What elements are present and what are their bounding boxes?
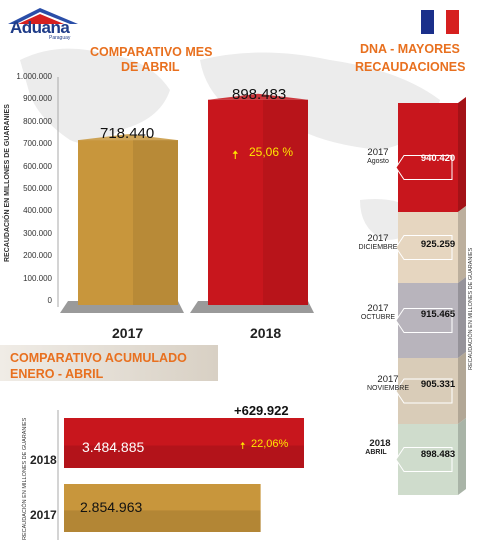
- y-tick-label: 800.000: [23, 116, 52, 126]
- rank4-value: 905.331: [420, 379, 456, 390]
- rank2-year: 2017: [367, 233, 389, 244]
- flag-stripe-white: [433, 10, 447, 34]
- monthly-title-line2: DE ABRIL: [121, 60, 180, 74]
- logo-text: Aduana: [10, 18, 70, 37]
- rank2-month: DICIEMBRE: [358, 244, 398, 251]
- cumulative-title-line1: COMPARATIVO ACUMULADO: [10, 351, 187, 365]
- flag-stripe-red: [446, 10, 460, 34]
- y-tick-label: 500.000: [23, 184, 52, 193]
- cum-bar-2018: [64, 418, 304, 468]
- rank-segment-shade: [458, 97, 466, 212]
- ranking-title-line1: DNA - MAYORES: [360, 42, 460, 56]
- cum-bar-shade: [64, 510, 261, 532]
- rank2-value: 925.259: [420, 239, 456, 250]
- y-tick-label: 600.000: [23, 161, 52, 171]
- rank-value-tab: [395, 378, 453, 404]
- flag-icon: [421, 10, 460, 34]
- cum-category-2018: 2018: [30, 453, 57, 467]
- y-tick-label: 900.000: [23, 94, 52, 104]
- cumulative-change-percent: 22,06%: [251, 438, 289, 450]
- rank5-month: ABRIL: [365, 449, 387, 456]
- cum-bar-shade: [64, 445, 304, 468]
- cumulative-title-band: [0, 345, 218, 381]
- up-arrow-icon: 🠅: [232, 148, 239, 162]
- rank-value-tab: [395, 155, 453, 180]
- rank-segment-side: [458, 418, 466, 495]
- cum-category-2017: 2017: [30, 508, 57, 522]
- rank4-month: NOVIEMBRE: [366, 385, 409, 392]
- rank1-value: 940.420: [420, 153, 456, 164]
- flag-stripe-blue: [421, 10, 434, 34]
- bar-2017: [78, 140, 178, 305]
- monthly-change-percent: 25,06 %: [249, 145, 294, 159]
- y-tick-label: 1.000.000: [16, 72, 52, 81]
- rank1-month: Agosto: [367, 158, 389, 165]
- y-tick-label: 300.000: [23, 228, 52, 238]
- cumulative-title-line2: ENERO - ABRIL: [10, 367, 104, 381]
- ranking-y-axis-label: RECAUDACIÓN EN MILLONES DE GUARANIES: [468, 247, 474, 370]
- rank-value-tab: [395, 447, 453, 472]
- rank-segment-side: [458, 352, 466, 424]
- rank3-year: 2017: [367, 303, 389, 314]
- rank-segment-shade: [458, 352, 466, 424]
- logo-subtext: Paraguay: [49, 35, 71, 41]
- bar-shade: [133, 140, 178, 305]
- cum-2018-value: 3.484.885: [82, 439, 145, 455]
- category-2018: 2018: [250, 325, 282, 341]
- bar-cap: [208, 93, 308, 100]
- rank5-value: 898.483: [420, 449, 456, 460]
- rank-value-tab: [395, 308, 453, 333]
- cumulative-difference: +629.922: [234, 403, 289, 418]
- aduana-logo: [4, 6, 82, 40]
- rank3-value: 915.465: [420, 309, 456, 320]
- y-tick-label: 400.000: [23, 206, 52, 216]
- bar-2018-value: 898.483: [232, 86, 287, 103]
- cum-bar-2017: [64, 484, 261, 532]
- rank-segment-side: [458, 97, 466, 212]
- cum-2017-value: 2.854.963: [80, 499, 143, 515]
- bar-cap: [78, 134, 178, 141]
- rank-segment-shade: [458, 277, 466, 358]
- rank-segment-shade: [458, 418, 466, 495]
- roof-icon: [8, 8, 78, 24]
- rank4-year: 2017: [377, 374, 399, 385]
- rank5-year: 2018: [369, 438, 391, 449]
- rank-segment-shade: [458, 206, 466, 283]
- bar-shade: [263, 99, 308, 305]
- y-tick-label: 200.000: [23, 251, 52, 261]
- y-tick-label: 700.000: [23, 139, 52, 149]
- up-arrow-icon: 🠅: [240, 441, 246, 452]
- ranking-title-line2: RECAUDACIONES: [355, 60, 466, 74]
- rank-segment-side: [458, 277, 466, 358]
- monthly-title-line1: COMPARATIVO MES: [90, 45, 213, 59]
- y-tick-label: 0: [47, 296, 52, 305]
- rank1-year: 2017: [367, 147, 389, 158]
- y-tick-label: 100.000: [23, 273, 52, 283]
- rank3-month: OCTUBRE: [360, 314, 396, 321]
- rank-segment-side: [458, 206, 466, 283]
- bar-2018: [208, 99, 308, 305]
- bar-2017-value: 718.440: [100, 125, 155, 142]
- rank-value-tab: [395, 235, 453, 260]
- category-2017: 2017: [112, 325, 144, 341]
